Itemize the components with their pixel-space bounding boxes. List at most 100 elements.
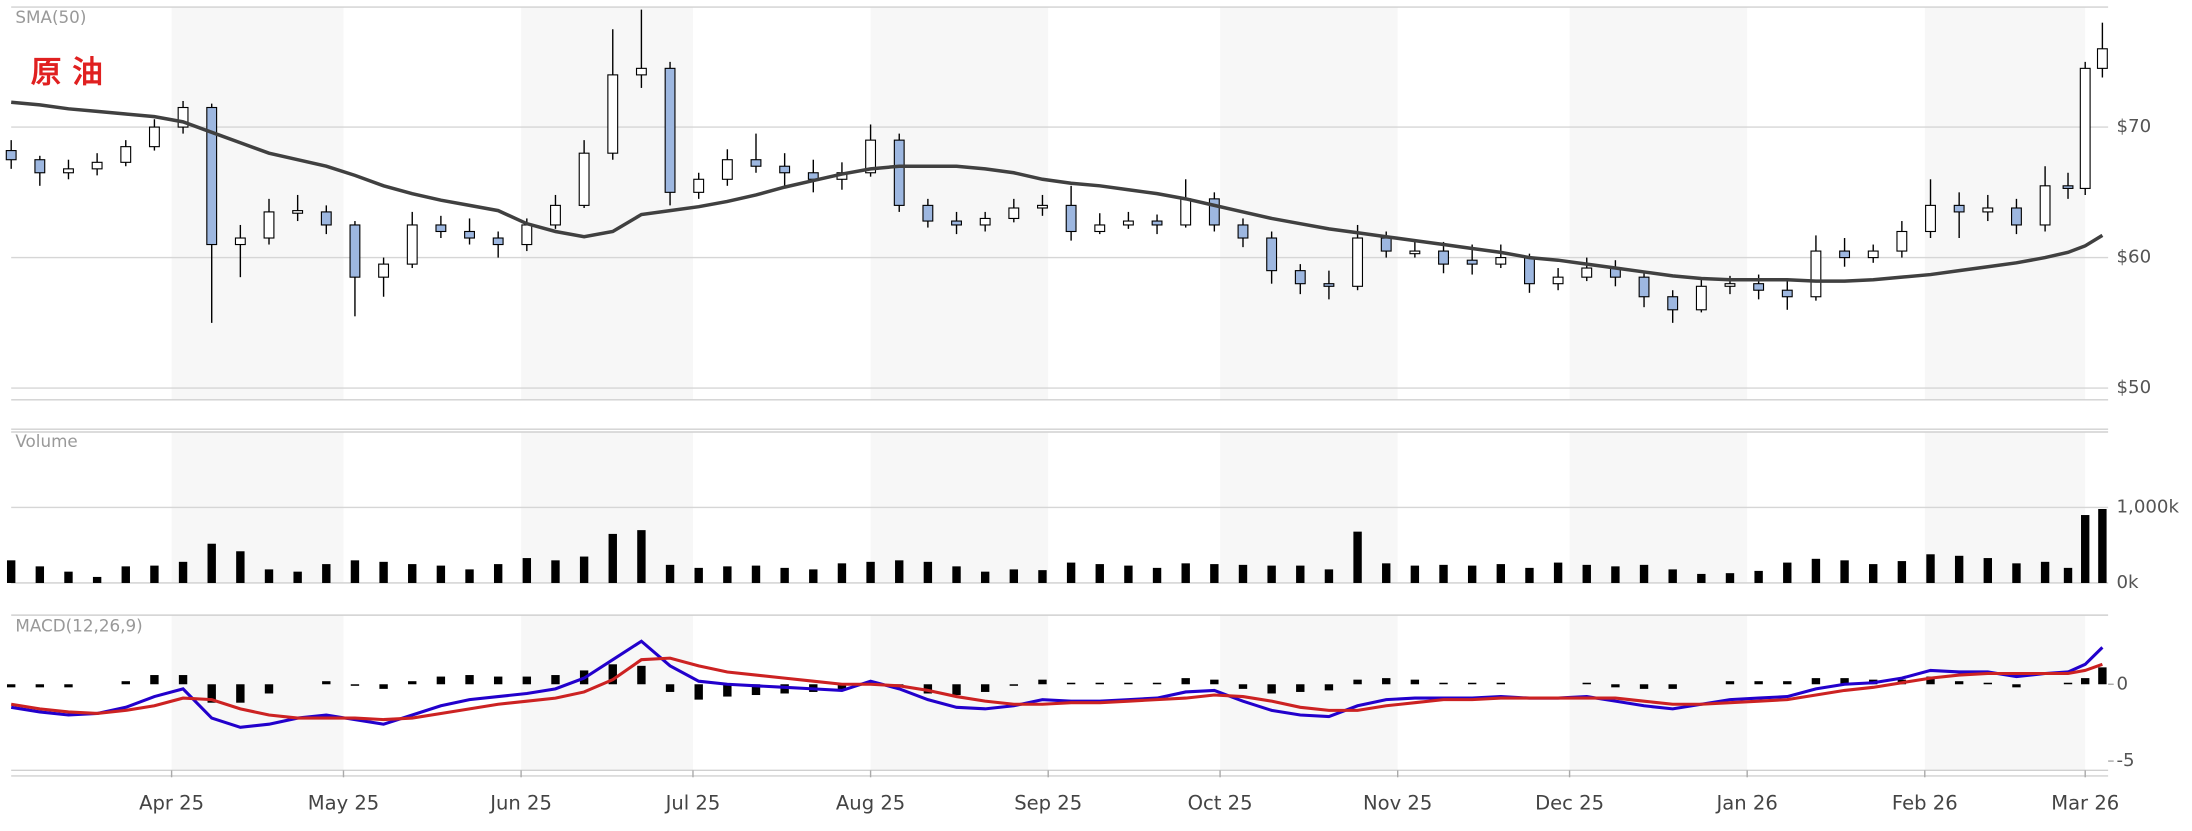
candle-body — [148, 126, 160, 148]
volume-bar — [408, 564, 417, 583]
x-tick-label: Jan 26 — [1715, 791, 1778, 814]
volume-bar — [551, 560, 560, 583]
marks-layer — [5, 9, 2108, 729]
candle-body — [1982, 207, 1994, 213]
volume-bar — [1983, 558, 1993, 583]
volume-bar — [1611, 566, 1620, 583]
histogram-bar — [608, 664, 617, 685]
candle-body — [1438, 250, 1449, 265]
volume-bar — [723, 566, 732, 583]
volume-bar — [264, 569, 274, 583]
volume-bar — [780, 567, 789, 583]
volume-bar — [1181, 563, 1190, 583]
histogram-bar — [665, 684, 675, 692]
histogram-bar — [408, 681, 417, 685]
candle-body — [1839, 250, 1851, 259]
candle-body — [1466, 259, 1478, 265]
histogram-bar — [493, 676, 503, 685]
candle-body — [234, 237, 246, 246]
candle-body — [2096, 48, 2108, 69]
month-band — [1924, 7, 2086, 400]
y-tick-label: 0 — [2117, 673, 2129, 694]
candle-body — [1810, 250, 1822, 298]
histogram-bar — [1811, 678, 1821, 685]
volume-bar — [150, 565, 159, 583]
histogram-bar — [1009, 684, 1019, 686]
macd-line — [10, 656, 2103, 722]
histogram-bar — [322, 681, 331, 685]
volume-bar — [2081, 515, 2090, 583]
candle-body — [1122, 220, 1134, 226]
x-tick-label: May 25 — [308, 791, 380, 814]
histogram-bar — [1496, 682, 1506, 685]
candle-body — [2039, 185, 2051, 226]
histogram-bar — [1611, 684, 1620, 688]
volume-bar — [1954, 555, 1964, 583]
histogram-bar — [1095, 682, 1104, 685]
candle-body — [1409, 250, 1421, 255]
histogram-bar — [264, 684, 274, 694]
volume-bar — [980, 571, 990, 583]
candle-body — [1266, 237, 1278, 272]
volume-bar — [2063, 567, 2073, 583]
month-band — [171, 615, 344, 771]
volume-bar — [637, 530, 646, 583]
volume-bar — [436, 565, 446, 583]
volume-bar — [809, 569, 818, 583]
candle-body — [1753, 283, 1765, 291]
histogram-bar — [1267, 684, 1276, 694]
candle-body — [492, 237, 504, 246]
histogram-bar — [551, 675, 560, 685]
volume-bar — [522, 558, 532, 583]
y-tick-label: 0k — [2117, 572, 2140, 593]
histogram-bar — [207, 684, 216, 703]
histogram-bar — [379, 684, 388, 689]
volume-bar — [379, 561, 388, 583]
histogram-bar — [150, 675, 159, 685]
x-tick-label: Oct 25 — [1188, 791, 1253, 814]
volume-bar — [1210, 564, 1219, 583]
candle-body — [1037, 204, 1048, 209]
histogram-bar — [178, 675, 188, 685]
histogram-bar — [751, 684, 761, 696]
histogram-bar — [522, 676, 532, 685]
candle-body — [750, 159, 762, 167]
volume-bar — [350, 560, 360, 583]
candle-body — [664, 67, 676, 193]
candle-body — [865, 139, 877, 174]
candle-body — [63, 168, 74, 174]
histogram-bar — [1382, 678, 1391, 685]
volume-bar — [293, 571, 302, 583]
macd-line — [10, 639, 2104, 729]
candle-body — [1953, 204, 1965, 213]
volume-bar — [579, 556, 589, 583]
candle-body — [206, 106, 218, 246]
histogram-bar — [1124, 682, 1133, 685]
volume-bar — [1496, 564, 1506, 583]
volume-bar — [1009, 569, 1019, 583]
candle-body — [177, 106, 189, 128]
candle-body — [1925, 204, 1936, 233]
month-band — [521, 615, 693, 771]
candle-body — [1380, 237, 1392, 252]
candle-body — [1294, 270, 1306, 285]
volume-bar — [1811, 558, 1821, 583]
volume-bar — [1639, 564, 1649, 583]
histogram-bar — [2081, 678, 2090, 685]
histogram-bar — [1668, 684, 1677, 689]
histogram-bar — [980, 684, 990, 692]
x-tick-label: Sep 25 — [1014, 791, 1082, 814]
candle-body — [2011, 207, 2022, 226]
histogram-bar — [465, 675, 474, 685]
volume-bar — [1066, 562, 1076, 583]
candle-body — [779, 165, 791, 174]
histogram-bar — [1410, 679, 1420, 685]
histogram-bar — [236, 684, 245, 703]
background-layer — [11, 6, 2109, 777]
histogram-bar — [1038, 679, 1047, 685]
candle-body — [1008, 207, 1020, 219]
volume-bar — [1840, 560, 1849, 583]
histogram-bar — [1467, 682, 1477, 685]
volume-bar — [1926, 554, 1935, 583]
